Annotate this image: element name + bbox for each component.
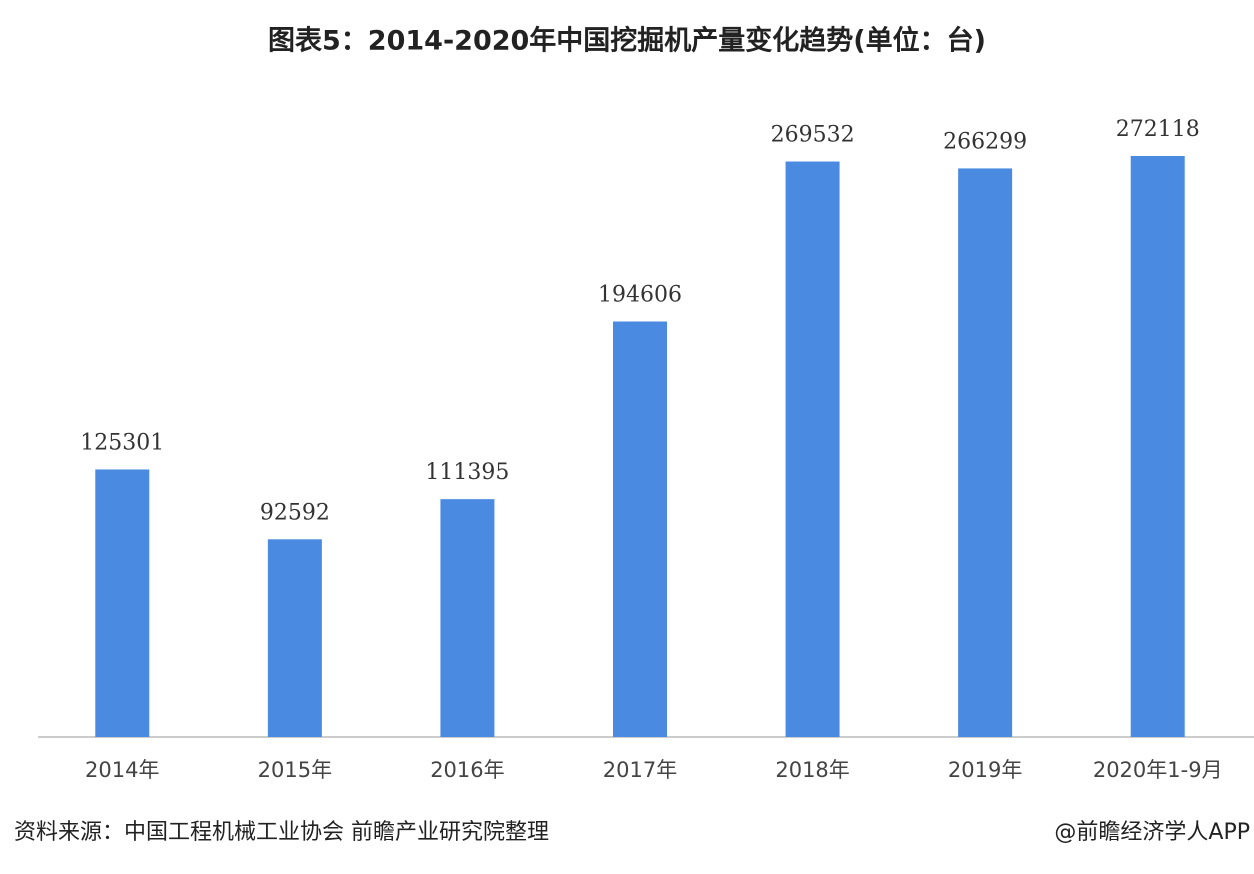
- bar: [1130, 156, 1185, 737]
- value-label: 272118: [1116, 117, 1200, 142]
- value-label: 125301: [80, 430, 164, 455]
- source: 资料来源：中国工程机械工业协会 前瞻产业研究院整理: [14, 820, 549, 845]
- credit: @前瞻经济学人APP: [1054, 820, 1250, 845]
- bar: [613, 321, 667, 737]
- bar: [267, 539, 322, 737]
- x-tick-label: 2019年: [948, 758, 1022, 782]
- value-label: 266299: [943, 129, 1027, 154]
- bar: [958, 168, 1013, 737]
- x-tick-label: 2016年: [430, 758, 504, 782]
- x-tick-label: 2014年: [85, 758, 159, 782]
- value-label: 194606: [598, 282, 682, 307]
- value-label: 92592: [260, 500, 330, 525]
- bar: [95, 469, 150, 737]
- x-tick-label: 2020年1-9月: [1093, 758, 1223, 782]
- bar: [440, 499, 495, 737]
- x-tick-label: 2017年: [603, 758, 677, 782]
- value-label: 111395: [425, 460, 509, 485]
- bar: [785, 161, 840, 738]
- chart-title: 图表5：2014-2020年中国挖掘机产量变化趋势(单位：台): [268, 25, 986, 57]
- x-tick-label: 2018年: [775, 758, 849, 782]
- value-label: 269532: [771, 123, 855, 148]
- x-tick-label: 2015年: [258, 758, 332, 782]
